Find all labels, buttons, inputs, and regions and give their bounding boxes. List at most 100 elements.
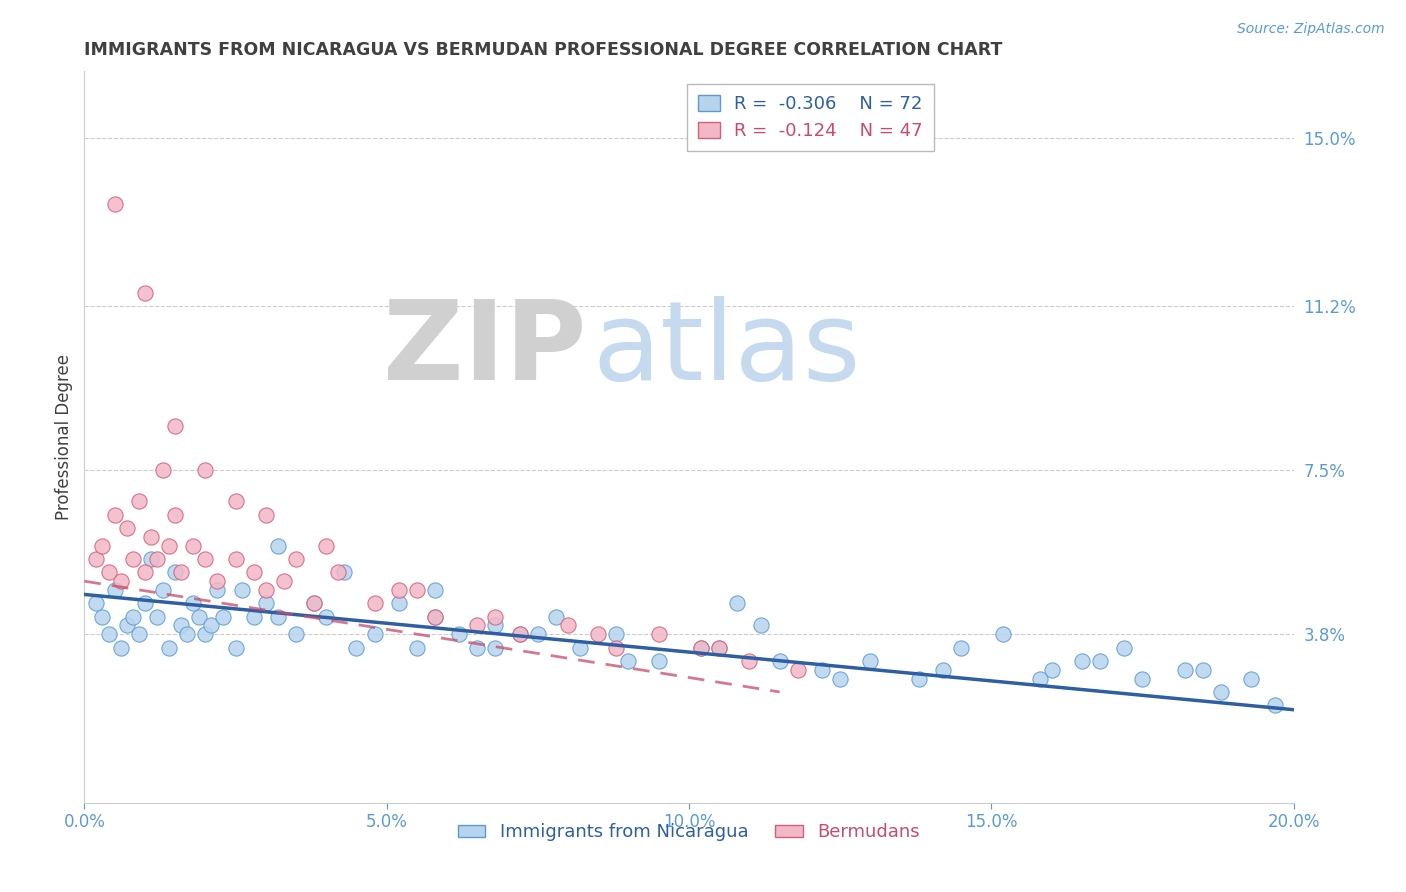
Y-axis label: Professional Degree: Professional Degree	[55, 354, 73, 520]
Point	[273, 574, 295, 589]
Point	[86, 596, 108, 610]
Point	[388, 582, 411, 597]
Point	[242, 566, 264, 580]
Point	[363, 596, 385, 610]
Point	[139, 530, 162, 544]
Point	[406, 640, 429, 655]
Point	[104, 197, 127, 211]
Point	[315, 609, 337, 624]
Point	[1240, 672, 1263, 686]
Point	[285, 552, 308, 566]
Point	[950, 640, 973, 655]
Text: atlas: atlas	[592, 296, 860, 403]
Point	[285, 627, 308, 641]
Point	[1114, 640, 1136, 655]
Point	[194, 463, 217, 477]
Point	[467, 618, 489, 632]
Point	[709, 640, 731, 655]
Point	[91, 609, 114, 624]
Point	[1040, 663, 1063, 677]
Point	[751, 618, 773, 632]
Point	[115, 521, 138, 535]
Point	[690, 640, 713, 655]
Point	[1071, 654, 1094, 668]
Point	[267, 539, 290, 553]
Point	[786, 663, 808, 677]
Point	[97, 566, 120, 580]
Point	[605, 627, 627, 641]
Point	[207, 582, 229, 597]
Point	[423, 609, 446, 624]
Point	[648, 654, 671, 668]
Point	[648, 627, 671, 641]
Point	[993, 627, 1015, 641]
Point	[315, 539, 337, 553]
Point	[484, 618, 506, 632]
Point	[1132, 672, 1154, 686]
Point	[200, 618, 222, 632]
Point	[91, 539, 114, 553]
Point	[811, 663, 834, 677]
Point	[152, 463, 174, 477]
Text: ZIP: ZIP	[382, 296, 586, 403]
Point	[388, 596, 411, 610]
Point	[1028, 672, 1050, 686]
Point	[1264, 698, 1286, 713]
Point	[225, 494, 247, 508]
Point	[738, 654, 761, 668]
Point	[932, 663, 955, 677]
Point	[128, 627, 150, 641]
Point	[134, 596, 156, 610]
Point	[225, 552, 247, 566]
Point	[557, 618, 579, 632]
Point	[1192, 663, 1215, 677]
Point	[146, 552, 169, 566]
Point	[254, 508, 277, 522]
Point	[509, 627, 531, 641]
Point	[134, 566, 156, 580]
Point	[225, 640, 247, 655]
Point	[97, 627, 120, 641]
Point	[467, 640, 489, 655]
Point	[1174, 663, 1197, 677]
Point	[617, 654, 640, 668]
Point	[363, 627, 385, 641]
Point	[165, 566, 187, 580]
Legend: Immigrants from Nicaragua, Bermudans: Immigrants from Nicaragua, Bermudans	[451, 816, 927, 848]
Point	[104, 582, 127, 597]
Point	[181, 539, 204, 553]
Point	[328, 566, 350, 580]
Point	[170, 566, 193, 580]
Point	[690, 640, 713, 655]
Point	[157, 539, 180, 553]
Point	[254, 582, 277, 597]
Point	[346, 640, 368, 655]
Point	[165, 508, 187, 522]
Point	[181, 596, 204, 610]
Point	[254, 596, 277, 610]
Point	[152, 582, 174, 597]
Point	[115, 618, 138, 632]
Point	[231, 582, 253, 597]
Point	[267, 609, 290, 624]
Point	[134, 285, 156, 300]
Point	[484, 609, 506, 624]
Point	[207, 574, 229, 589]
Point	[569, 640, 592, 655]
Point	[605, 640, 627, 655]
Point	[242, 609, 264, 624]
Point	[121, 552, 143, 566]
Point	[423, 609, 446, 624]
Point	[725, 596, 748, 610]
Point	[176, 627, 198, 641]
Point	[544, 609, 567, 624]
Point	[212, 609, 235, 624]
Point	[588, 627, 610, 641]
Point	[121, 609, 143, 624]
Point	[484, 640, 506, 655]
Point	[146, 609, 169, 624]
Point	[128, 494, 150, 508]
Point	[165, 419, 187, 434]
Point	[194, 627, 217, 641]
Point	[139, 552, 162, 566]
